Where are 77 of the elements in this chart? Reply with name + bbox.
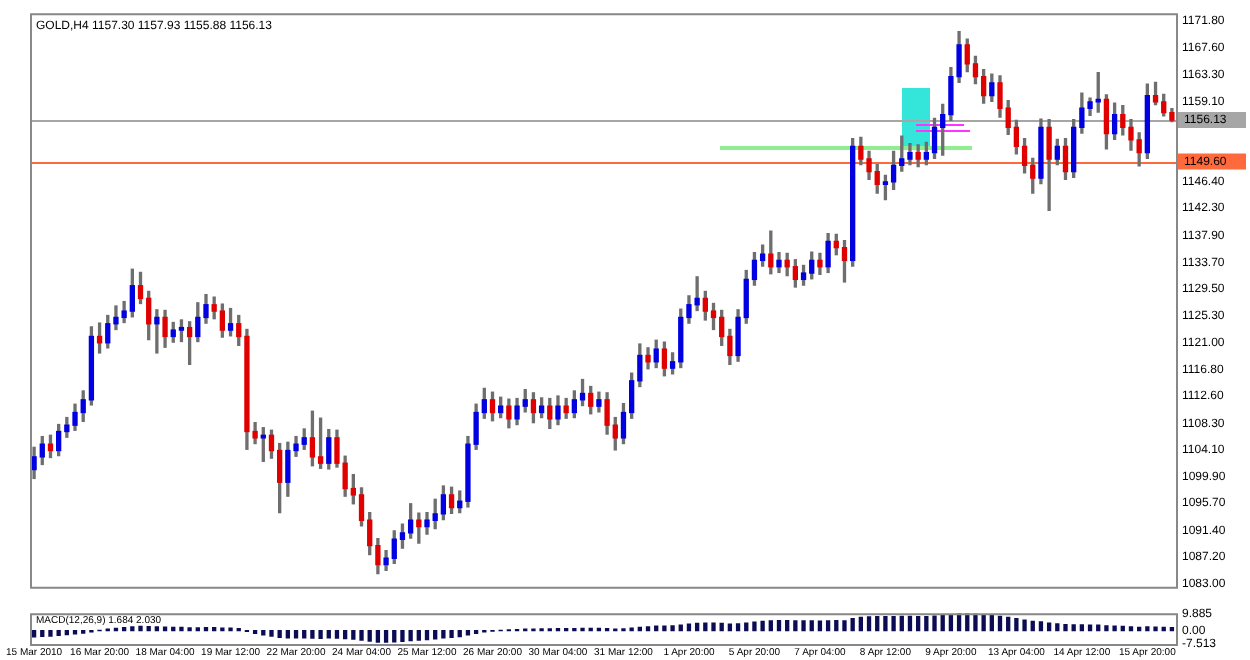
bar [367,630,372,642]
bar [351,630,356,640]
bar [179,626,184,632]
bar [735,623,741,632]
bar [678,624,683,632]
bar [48,630,53,637]
bar [269,630,274,637]
bar [703,622,708,632]
bar [801,620,806,632]
bar [326,630,331,639]
bar [752,621,757,632]
bar [776,619,782,632]
bar [441,630,446,639]
bar [334,630,340,639]
bar [834,619,839,632]
bar [1112,625,1117,632]
bar [793,620,798,632]
bar [866,616,872,632]
bar [318,630,323,639]
bar [662,625,667,632]
bar [1022,619,1027,632]
bar [56,630,61,636]
bar [465,630,471,636]
bar [940,614,945,632]
bar [932,615,937,632]
bar [1153,626,1158,632]
bar [1104,625,1109,632]
bar [293,630,299,639]
bar [1079,624,1085,632]
bar [825,620,831,632]
bar [744,622,749,632]
bar [416,630,421,641]
bar [138,625,143,632]
bar [711,622,716,632]
bar [989,614,994,632]
bar [768,620,773,632]
bar [31,630,37,638]
bar [1038,621,1044,632]
bar [310,630,315,639]
bar [785,619,790,632]
bar [375,630,381,643]
bar [924,615,929,632]
bar [408,630,413,642]
bar [424,630,430,641]
bar [981,614,986,632]
bar [433,630,438,640]
bar [40,630,45,638]
bar [457,630,462,638]
bar [883,616,888,632]
bar [392,630,397,643]
bar [1014,618,1019,632]
bar [383,630,389,643]
bar [162,626,168,632]
bar [342,630,348,640]
bar [973,613,978,632]
bar [875,616,880,632]
bar [817,620,823,632]
bar [277,630,282,639]
bar [891,615,896,632]
bar [670,625,675,632]
candlestick [154,309,160,354]
bar [1145,626,1150,632]
bar [1046,622,1052,632]
bar [727,623,733,632]
bar [686,623,692,632]
bar [915,615,921,632]
bar [302,630,307,639]
bar [359,630,364,641]
bar [850,618,855,632]
bar [449,630,454,638]
bar [1063,624,1068,632]
bar [842,620,847,632]
bar [809,620,814,632]
bar [1087,624,1093,632]
bar [1071,624,1076,632]
bar [760,620,765,632]
bar [400,630,405,642]
